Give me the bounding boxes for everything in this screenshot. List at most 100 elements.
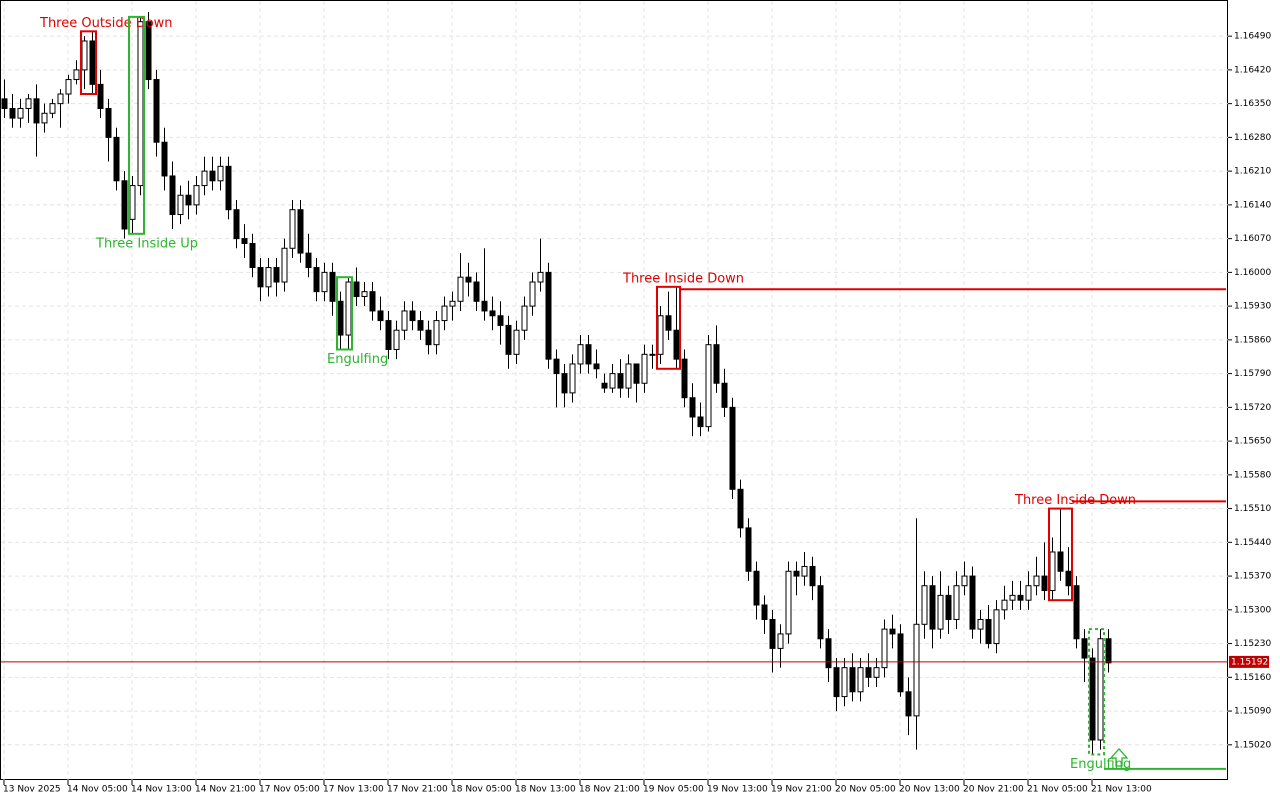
bear-body	[1017, 594, 1024, 601]
bull-body	[129, 185, 136, 220]
bull-body	[65, 79, 72, 95]
bear-body	[817, 585, 824, 640]
bear-body	[505, 324, 512, 355]
bear-body	[545, 271, 552, 360]
bear-body	[553, 358, 560, 375]
x-tick-label: 18 Nov 05:00	[451, 785, 512, 795]
bear-body	[305, 252, 312, 269]
bear-body	[257, 267, 264, 288]
x-tick-label: 14 Nov 13:00	[131, 785, 192, 795]
bull-body	[961, 575, 968, 587]
y-tick-label: 1.16280	[1234, 133, 1271, 143]
bear-body	[169, 175, 176, 216]
bear-body	[97, 83, 104, 109]
bear-body	[369, 291, 376, 312]
bear-body	[721, 382, 728, 408]
x-tick-label: 19 Nov 05:00	[643, 785, 704, 795]
bull-body	[177, 194, 184, 216]
bear-body	[313, 267, 320, 293]
bull-body	[993, 609, 1000, 645]
bull-body	[57, 93, 64, 105]
x-tick-label: 14 Nov 05:00	[67, 785, 128, 795]
current-price-label: 1.15192	[1231, 657, 1268, 667]
x-tick-label: 13 Nov 2025	[3, 785, 61, 795]
bull-body	[801, 565, 808, 577]
y-tick-label: 1.15300	[1234, 605, 1271, 615]
bear-body	[825, 638, 832, 669]
x-tick-label: 21 Nov 05:00	[1027, 785, 1088, 795]
bear-body	[385, 320, 392, 351]
signal-arrow	[1109, 748, 1129, 767]
bear-body	[1041, 575, 1048, 592]
bear-body	[1073, 585, 1080, 640]
plot-frame	[0, 0, 1228, 780]
candles	[1, 12, 1112, 755]
pattern-box	[1088, 628, 1105, 756]
bear-body	[865, 667, 872, 678]
bear-body	[33, 98, 40, 124]
current-price-box	[1229, 655, 1269, 668]
bear-body	[465, 276, 472, 283]
bear-body	[409, 310, 416, 322]
bull-body	[705, 344, 712, 428]
bull-body	[361, 291, 368, 297]
bear-body	[121, 180, 128, 230]
bull-body	[433, 320, 440, 346]
bull-body	[625, 363, 632, 389]
bear-body	[985, 618, 992, 645]
pattern-box	[128, 15, 145, 235]
bull-body	[1001, 599, 1008, 611]
bull-body	[49, 103, 56, 114]
y-tick-label: 1.15790	[1234, 369, 1271, 379]
bear-body	[353, 281, 360, 297]
bull-body	[649, 353, 656, 356]
x-tick-label: 17 Nov 13:00	[323, 785, 384, 795]
bear-body	[105, 107, 112, 138]
y-tick-label: 1.16070	[1234, 234, 1271, 244]
pattern-label: Three Inside Up	[95, 236, 198, 251]
x-tick-label: 18 Nov 21:00	[579, 785, 640, 795]
pattern-box	[1048, 507, 1073, 602]
bear-body	[793, 570, 800, 577]
bear-body	[337, 300, 344, 336]
bear-body	[593, 363, 600, 370]
pattern-box	[656, 285, 681, 370]
bull-body	[73, 69, 80, 81]
bear-body	[697, 416, 704, 428]
x-tick-label: 20 Nov 13:00	[899, 785, 960, 795]
bull-body	[977, 618, 984, 630]
bull-body	[441, 305, 448, 322]
x-tick-label: 14 Nov 21:00	[195, 785, 256, 795]
bull-body	[321, 271, 328, 293]
bear-body	[185, 194, 192, 206]
bear-body	[737, 488, 744, 529]
bear-body	[473, 281, 480, 302]
bull-body	[921, 585, 928, 625]
y-tick-label: 1.15580	[1234, 470, 1271, 480]
bear-body	[145, 21, 152, 81]
bull-body	[1097, 638, 1104, 741]
bull-body	[777, 633, 784, 649]
bull-body	[449, 300, 456, 307]
y-tick-label: 1.15930	[1234, 302, 1271, 312]
bull-body	[857, 667, 864, 693]
bear-body	[329, 271, 336, 302]
y-tick-label: 1.16420	[1234, 65, 1271, 75]
bear-body	[753, 570, 760, 606]
bull-body	[17, 107, 24, 119]
bear-body	[769, 618, 776, 649]
bull-body	[1049, 551, 1056, 592]
bear-body	[1089, 657, 1096, 741]
bull-body	[841, 667, 848, 698]
bear-body	[849, 667, 856, 693]
bull-body	[873, 667, 880, 678]
x-tick-label: 18 Nov 13:00	[515, 785, 576, 795]
pattern-label: Three Inside Down	[622, 271, 744, 286]
bear-body	[969, 575, 976, 630]
bear-body	[481, 300, 488, 312]
bear-body	[273, 267, 280, 283]
bear-body	[1081, 638, 1088, 659]
bear-body	[945, 594, 952, 620]
bear-body	[761, 604, 768, 620]
